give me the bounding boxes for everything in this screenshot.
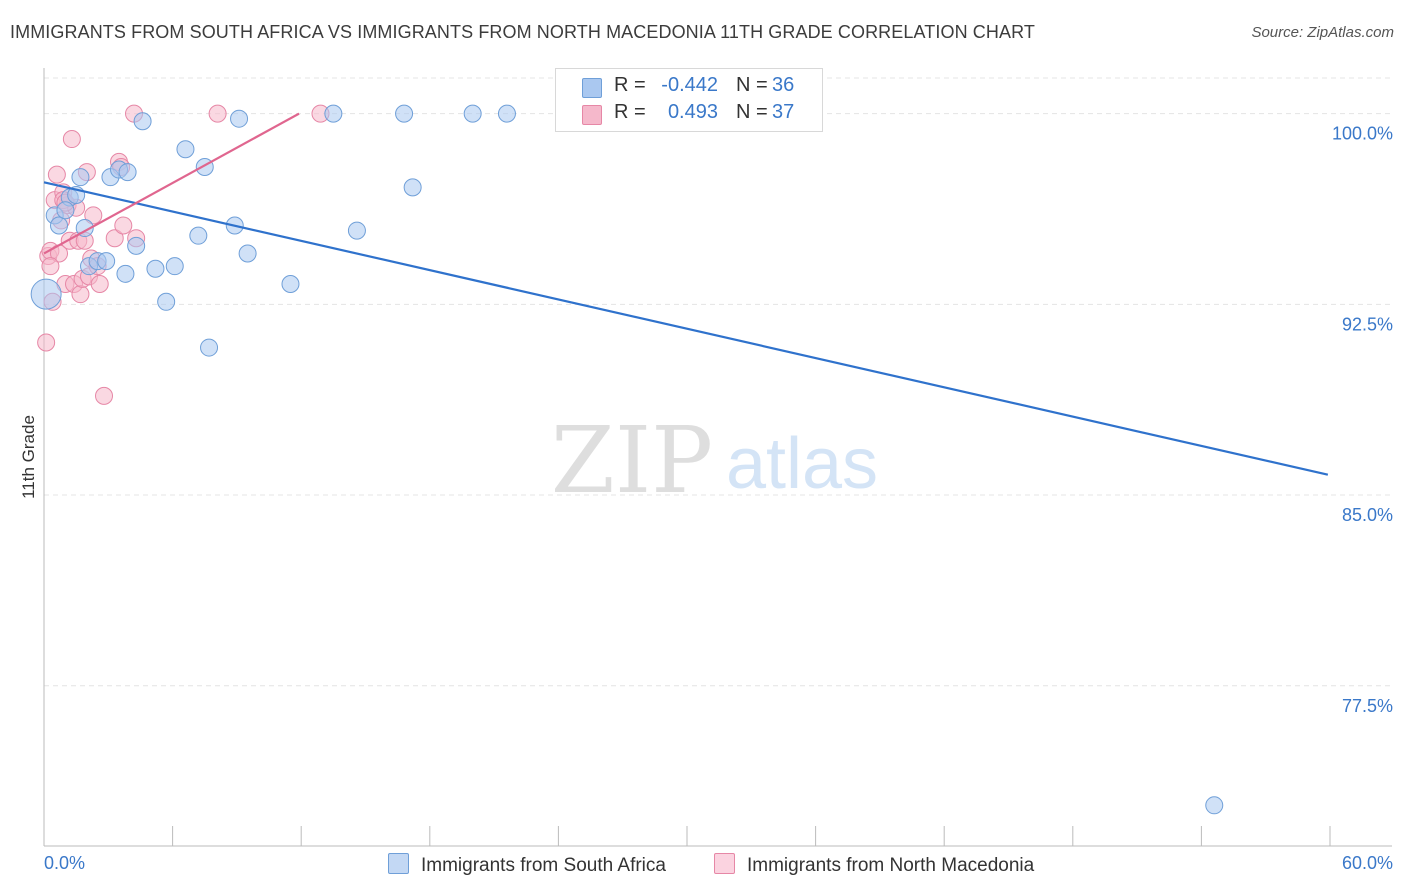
data-point-south-africa <box>463 104 482 123</box>
legend-swatch-pink <box>714 853 735 874</box>
data-point-south-africa <box>116 264 135 283</box>
trend-lines <box>43 112 1329 476</box>
legend-n-value: 37 <box>772 101 795 123</box>
legend-n-label: N = <box>736 74 768 96</box>
trend-line-south-africa <box>43 181 1329 476</box>
data-point-south-africa <box>281 274 300 293</box>
legend-swatch-blue <box>582 78 602 98</box>
data-point-south-africa <box>347 221 366 240</box>
watermark-atlas: atlas <box>726 424 878 504</box>
y-axis-label: 11th Grade <box>19 415 38 499</box>
legend-n-value: 36 <box>772 74 795 96</box>
x-tick-label: 60.0% <box>1342 853 1393 873</box>
data-point-south-africa <box>30 278 62 310</box>
data-point-north-macedonia <box>114 216 133 235</box>
data-point-south-africa <box>97 252 116 271</box>
legend-item-north-macedonia[interactable]: Immigrants from North Macedonia <box>714 853 1034 877</box>
data-point-north-macedonia <box>71 285 90 304</box>
trend-line-north-macedonia <box>43 112 300 255</box>
axes <box>43 68 1392 847</box>
legend-swatch-pink <box>582 105 602 125</box>
y-tick-label: 85.0% <box>1342 505 1393 525</box>
data-point-south-africa <box>200 338 219 357</box>
data-point-north-macedonia <box>95 386 114 405</box>
data-point-north-macedonia <box>90 274 109 293</box>
legend-swatch-blue <box>388 853 409 874</box>
data-point-north-macedonia <box>84 206 103 225</box>
data-point-south-africa <box>146 259 165 278</box>
correlation-legend: R = -0.442 N = 36 R = 0.493 N = 37 <box>555 68 823 132</box>
y-tick-label: 92.5% <box>1342 314 1393 334</box>
legend-item-south-africa[interactable]: Immigrants from South Africa <box>388 853 666 877</box>
data-point-south-africa <box>230 109 249 128</box>
chart-title: IMMIGRANTS FROM SOUTH AFRICA VS IMMIGRAN… <box>10 22 1035 42</box>
data-point-south-africa <box>71 168 90 187</box>
data-point-south-africa <box>1205 796 1224 815</box>
legend-n-label: N = <box>736 101 768 123</box>
legend-r-label: R = <box>614 101 646 123</box>
blue-series-points <box>30 104 1224 815</box>
data-point-south-africa <box>324 104 343 123</box>
legend-r-label: R = <box>614 74 646 96</box>
legend-label: Immigrants from North Macedonia <box>747 855 1035 876</box>
data-point-south-africa <box>165 257 184 276</box>
legend-r-value: -0.442 <box>661 74 718 96</box>
data-point-south-africa <box>238 244 257 263</box>
data-point-south-africa <box>157 292 176 311</box>
x-tick-label: 0.0% <box>44 853 85 873</box>
data-point-north-macedonia <box>37 333 56 352</box>
data-point-south-africa <box>189 226 208 245</box>
grid-lines <box>44 77 1392 687</box>
data-point-south-africa <box>118 163 137 182</box>
data-point-south-africa <box>403 178 422 197</box>
data-point-north-macedonia <box>62 130 81 149</box>
legend-label: Immigrants from South Africa <box>421 855 666 876</box>
data-point-south-africa <box>497 104 516 123</box>
data-point-south-africa <box>56 201 75 220</box>
data-point-north-macedonia <box>41 257 60 276</box>
tick-labels: 77.5% 85.0% 92.5% 100.0% 0.0% 60.0% <box>44 124 1393 873</box>
source-credit: Source: ZipAtlas.com <box>1251 24 1394 41</box>
y-tick-label: 100.0% <box>1332 124 1393 144</box>
data-point-north-macedonia <box>47 165 66 184</box>
legend-r-value: 0.493 <box>667 101 718 123</box>
watermark-zip: ZIP <box>551 407 713 514</box>
data-point-south-africa <box>133 112 152 131</box>
data-point-north-macedonia <box>105 229 124 248</box>
y-tick-label: 77.5% <box>1342 696 1393 716</box>
data-point-north-macedonia <box>208 104 227 123</box>
data-point-south-africa <box>127 236 146 255</box>
data-point-south-africa <box>395 104 414 123</box>
data-point-south-africa <box>50 216 69 235</box>
data-point-south-africa <box>176 140 195 159</box>
